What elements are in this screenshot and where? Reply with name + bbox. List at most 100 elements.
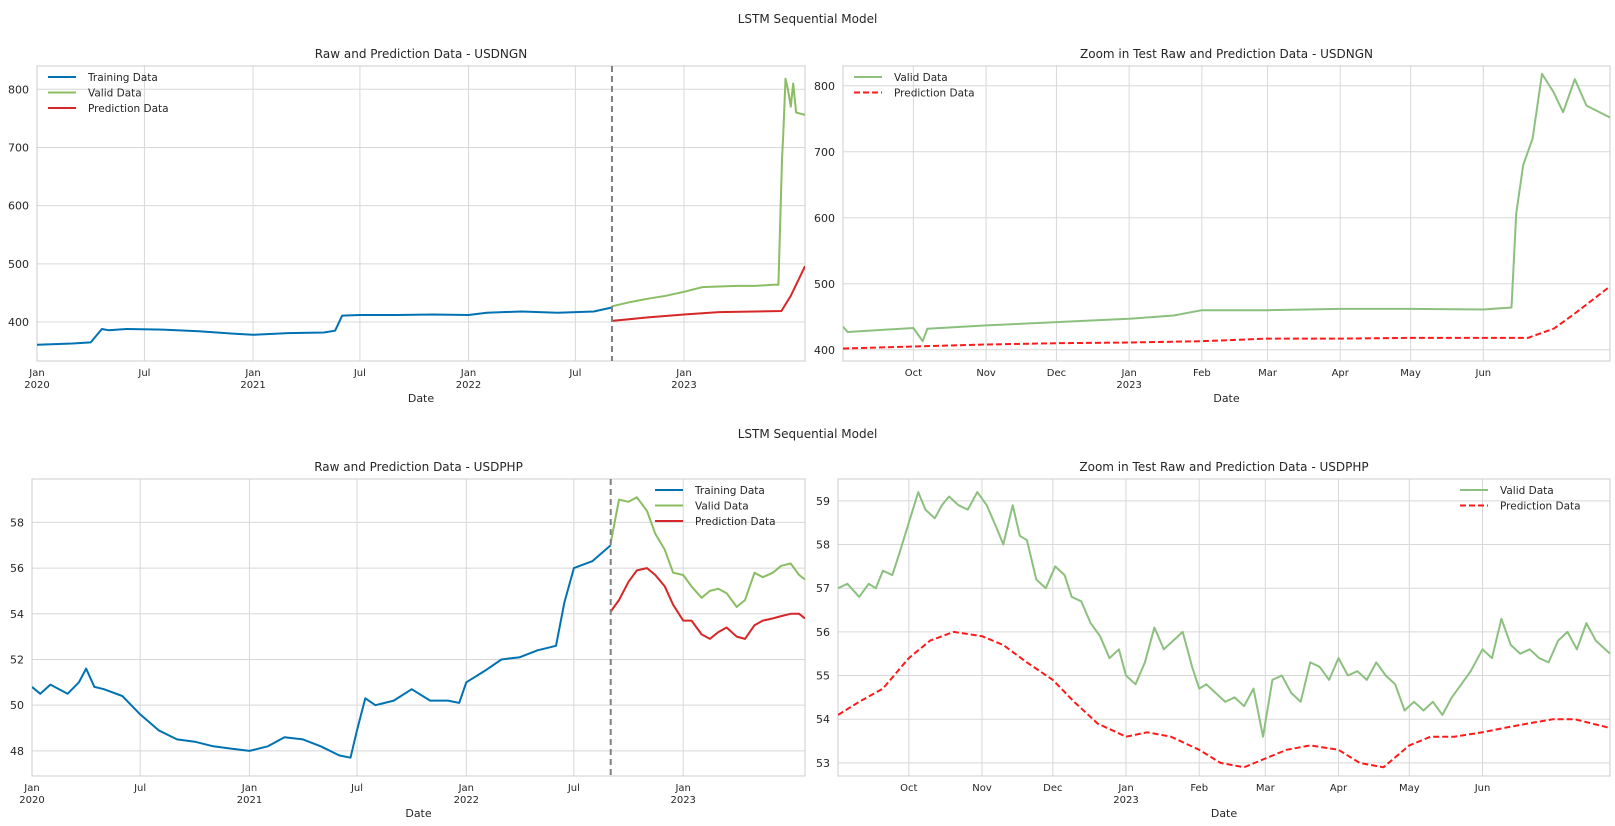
x-tick-year-label: 2023 [670, 795, 695, 806]
plot-frame [36, 65, 806, 362]
series-line-training-data [32, 544, 612, 759]
x-tick-label: Jun [1474, 783, 1491, 794]
y-tick-label: 50 [10, 699, 24, 712]
series-line-prediction-data [838, 630, 1610, 769]
chart-title: Raw and Prediction Data - USDNGN [315, 47, 527, 61]
x-tick-label: May [1400, 368, 1421, 379]
x-tick-year-label: 2023 [1116, 380, 1141, 391]
series-line-prediction-data [843, 285, 1610, 350]
x-tick-label: Jan [23, 783, 39, 794]
x-tick-label: Jun [1475, 368, 1492, 379]
suptitle-bottom: LSTM Sequential Model [737, 427, 878, 441]
x-tick-label: Jul [567, 783, 580, 794]
x-tick-label: Oct [905, 368, 922, 379]
series-line-prediction-data [611, 265, 805, 322]
x-tick-year-label: 2023 [671, 380, 696, 391]
series-line-valid-data [611, 77, 805, 308]
x-tick-label: Jan [674, 783, 690, 794]
x-tick-label: Feb [1190, 783, 1208, 794]
chart-title: Zoom in Test Raw and Prediction Data - U… [1079, 460, 1368, 474]
x-tick-label: Oct [900, 783, 917, 794]
x-tick-year-label: 2021 [240, 380, 265, 391]
legend-label: Prediction Data [894, 88, 975, 100]
suptitle-top: LSTM Sequential Model [737, 12, 878, 26]
chart-title: Raw and Prediction Data - USDPHP [314, 460, 523, 474]
legend-label: Prediction Data [88, 103, 169, 115]
legend-label: Prediction Data [695, 516, 776, 528]
chart-title: Zoom in Test Raw and Prediction Data - U… [1080, 47, 1373, 61]
x-tick-year-label: 2020 [24, 380, 49, 391]
series-line-prediction-data [609, 567, 805, 640]
y-tick-label: 400 [8, 316, 29, 329]
y-tick-label: 54 [816, 713, 830, 726]
plot-frame [837, 478, 1611, 777]
legend-label: Valid Data [88, 88, 142, 100]
y-tick-label: 56 [816, 626, 830, 639]
x-tick-label: Jul [350, 783, 363, 794]
x-tick-year-label: 2020 [19, 795, 44, 806]
x-axis-label: Date [1213, 392, 1240, 405]
legend-label: Training Data [87, 72, 158, 84]
x-tick-label: Jan [675, 368, 691, 379]
y-tick-label: 48 [10, 745, 24, 758]
x-tick-label: Jul [133, 783, 146, 794]
x-tick-label: Nov [972, 783, 992, 794]
plot-frame [31, 478, 806, 777]
x-tick-year-label: 2022 [456, 380, 481, 391]
x-tick-label: Jan [458, 783, 474, 794]
x-tick-label: Jan [241, 783, 257, 794]
x-axis-label: Date [405, 807, 432, 820]
y-tick-label: 54 [10, 608, 24, 621]
y-tick-label: 57 [816, 582, 830, 595]
x-tick-year-label: 2021 [237, 795, 262, 806]
x-tick-label: Apr [1332, 368, 1350, 379]
legend-label: Prediction Data [1500, 501, 1581, 513]
y-tick-label: 52 [10, 653, 24, 666]
x-tick-label: Jan [28, 368, 44, 379]
x-axis-label: Date [1211, 807, 1238, 820]
series-line-training-data [37, 306, 613, 346]
legend-label: Valid Data [1500, 485, 1554, 497]
x-tick-label: Dec [1043, 783, 1062, 794]
y-tick-label: 600 [8, 200, 29, 213]
x-tick-label: Mar [1258, 368, 1278, 379]
y-tick-label: 500 [8, 258, 29, 271]
x-tick-label: Jan [1117, 783, 1133, 794]
series-line-valid-data [843, 72, 1610, 343]
y-tick-label: 53 [816, 757, 830, 770]
x-tick-label: Jul [137, 368, 150, 379]
y-tick-label: 59 [816, 495, 830, 508]
x-tick-year-label: 2023 [1113, 795, 1138, 806]
x-tick-label: May [1399, 783, 1420, 794]
x-tick-label: Jul [568, 368, 581, 379]
x-tick-label: Jan [1120, 368, 1136, 379]
y-tick-label: 700 [814, 146, 835, 159]
x-tick-label: Jan [460, 368, 476, 379]
series-line-valid-data [838, 491, 1610, 738]
x-tick-label: Feb [1193, 368, 1211, 379]
x-tick-year-label: 2022 [454, 795, 479, 806]
x-tick-label: Dec [1047, 368, 1066, 379]
series-line-valid-data [609, 496, 805, 608]
plot-frame [842, 65, 1611, 362]
y-tick-label: 400 [814, 344, 835, 357]
y-tick-label: 55 [816, 670, 830, 683]
x-axis-label: Date [408, 392, 435, 405]
y-tick-label: 700 [8, 141, 29, 154]
x-tick-label: Jul [353, 368, 366, 379]
x-tick-label: Mar [1256, 783, 1276, 794]
y-tick-label: 600 [814, 212, 835, 225]
legend-label: Valid Data [695, 501, 749, 513]
plot-area [843, 66, 1610, 361]
y-tick-label: 800 [814, 80, 835, 93]
y-tick-label: 58 [10, 516, 24, 529]
x-tick-label: Nov [976, 368, 996, 379]
legend-label: Valid Data [894, 72, 948, 84]
y-tick-label: 500 [814, 278, 835, 291]
plot-area [838, 479, 1610, 776]
